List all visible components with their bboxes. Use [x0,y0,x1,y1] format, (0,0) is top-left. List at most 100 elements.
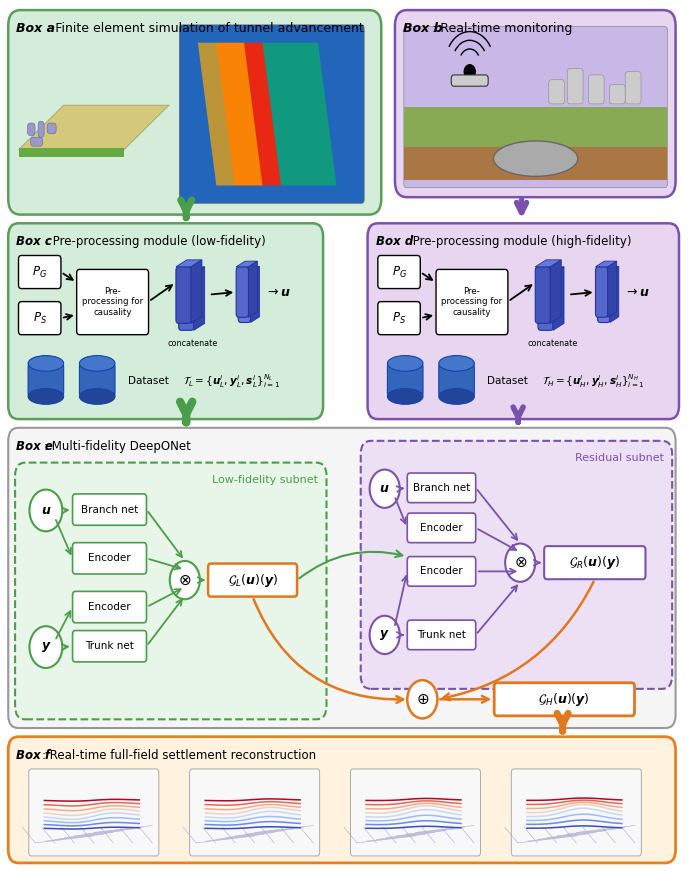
Text: $\otimes$: $\otimes$ [178,573,191,588]
Text: Box b: Box b [403,23,443,35]
Text: Low-fidelity subnet: Low-fidelity subnet [212,475,318,485]
Polygon shape [595,261,617,267]
Ellipse shape [80,388,115,404]
FancyBboxPatch shape [236,267,249,317]
FancyBboxPatch shape [625,72,641,104]
Text: $\boldsymbol{P_G}$: $\boldsymbol{P_G}$ [392,265,407,279]
FancyBboxPatch shape [38,121,44,137]
Text: $\mathcal{G}_R(\boldsymbol{u})(\boldsymbol{y})$: $\mathcal{G}_R(\boldsymbol{u})(\boldsymb… [569,554,620,571]
Polygon shape [194,267,204,330]
FancyBboxPatch shape [407,557,475,586]
FancyBboxPatch shape [378,256,420,289]
FancyBboxPatch shape [367,223,679,419]
Ellipse shape [387,355,423,371]
Polygon shape [179,267,204,274]
FancyBboxPatch shape [29,769,159,856]
FancyBboxPatch shape [176,267,191,323]
FancyBboxPatch shape [588,75,604,104]
FancyBboxPatch shape [19,301,61,334]
Text: Branch net: Branch net [413,483,470,493]
FancyBboxPatch shape [73,591,146,622]
FancyBboxPatch shape [549,79,565,104]
Circle shape [464,65,475,79]
Text: Box e: Box e [17,440,53,453]
Text: $\mathcal{T}_H=\{\boldsymbol{u}_H^i,\boldsymbol{y}_H^i,\boldsymbol{s}_H^i\}_{i=1: $\mathcal{T}_H=\{\boldsymbol{u}_H^i,\bol… [542,372,644,389]
Polygon shape [236,261,257,267]
Text: Box f: Box f [17,749,51,762]
FancyBboxPatch shape [568,68,583,104]
Text: Trunk net: Trunk net [417,630,466,640]
Polygon shape [238,266,259,272]
Text: Box d: Box d [376,236,413,249]
Circle shape [369,615,400,654]
FancyBboxPatch shape [407,473,475,503]
Text: : Finite element simulation of tunnel advancement: : Finite element simulation of tunnel ad… [46,23,363,35]
Polygon shape [19,148,124,157]
FancyBboxPatch shape [407,513,475,543]
FancyBboxPatch shape [395,10,676,197]
FancyBboxPatch shape [595,267,608,317]
Circle shape [369,470,400,508]
Text: Encoder: Encoder [420,523,463,533]
FancyBboxPatch shape [238,272,251,322]
Text: concatenate: concatenate [527,339,577,348]
Polygon shape [553,267,564,330]
Text: Encoder: Encoder [88,553,131,563]
Polygon shape [538,267,564,274]
FancyBboxPatch shape [179,274,194,330]
FancyBboxPatch shape [439,363,474,396]
Polygon shape [19,105,169,150]
Text: Encoder: Encoder [88,602,131,612]
Text: $\oplus$: $\oplus$ [416,691,429,707]
Text: Dataset: Dataset [128,375,169,386]
Text: : Real-time monitoring: : Real-time monitoring [432,23,572,35]
FancyBboxPatch shape [538,274,553,330]
FancyBboxPatch shape [73,630,146,662]
Polygon shape [404,148,667,180]
FancyBboxPatch shape [544,546,645,579]
Polygon shape [597,266,619,272]
FancyBboxPatch shape [609,85,625,104]
Text: $\boldsymbol{y}$: $\boldsymbol{y}$ [41,640,51,654]
Polygon shape [610,266,619,322]
FancyBboxPatch shape [351,769,480,856]
FancyBboxPatch shape [361,441,672,689]
Polygon shape [216,43,281,185]
Circle shape [407,680,437,718]
Polygon shape [550,260,561,323]
FancyBboxPatch shape [8,223,323,419]
Text: $\boldsymbol{P_S}$: $\boldsymbol{P_S}$ [392,311,406,326]
Text: Residual subnet: Residual subnet [575,453,664,463]
FancyBboxPatch shape [8,428,676,728]
FancyBboxPatch shape [378,301,420,334]
Ellipse shape [80,355,115,371]
FancyBboxPatch shape [8,737,676,863]
Ellipse shape [493,141,578,176]
Circle shape [505,544,535,581]
Circle shape [29,490,62,532]
Ellipse shape [387,388,423,404]
Ellipse shape [439,355,474,371]
FancyBboxPatch shape [28,363,64,396]
FancyBboxPatch shape [597,272,610,322]
Circle shape [29,626,62,668]
Text: : Real-time full-field settlement reconstruction: : Real-time full-field settlement recons… [42,749,317,762]
FancyBboxPatch shape [494,683,635,716]
FancyBboxPatch shape [8,10,381,215]
Text: : Pre-processing module (high-fidelity): : Pre-processing module (high-fidelity) [405,236,631,249]
Polygon shape [535,260,561,267]
Text: $\otimes$: $\otimes$ [514,555,527,570]
Text: : Multi-fidelity DeepONet: : Multi-fidelity DeepONet [44,440,191,453]
FancyBboxPatch shape [179,25,364,203]
FancyBboxPatch shape [407,620,475,650]
Text: $\rightarrow\boldsymbol{u}$: $\rightarrow\boldsymbol{u}$ [265,285,291,299]
Text: $\rightarrow\boldsymbol{u}$: $\rightarrow\boldsymbol{u}$ [624,285,650,299]
Polygon shape [198,43,263,185]
Text: $\boldsymbol{P_S}$: $\boldsymbol{P_S}$ [33,311,46,326]
Text: $\boldsymbol{y}$: $\boldsymbol{y}$ [379,628,390,642]
Polygon shape [608,261,617,317]
Polygon shape [404,107,667,148]
FancyBboxPatch shape [387,363,423,396]
Text: Dataset: Dataset [487,375,528,386]
FancyBboxPatch shape [77,270,148,334]
